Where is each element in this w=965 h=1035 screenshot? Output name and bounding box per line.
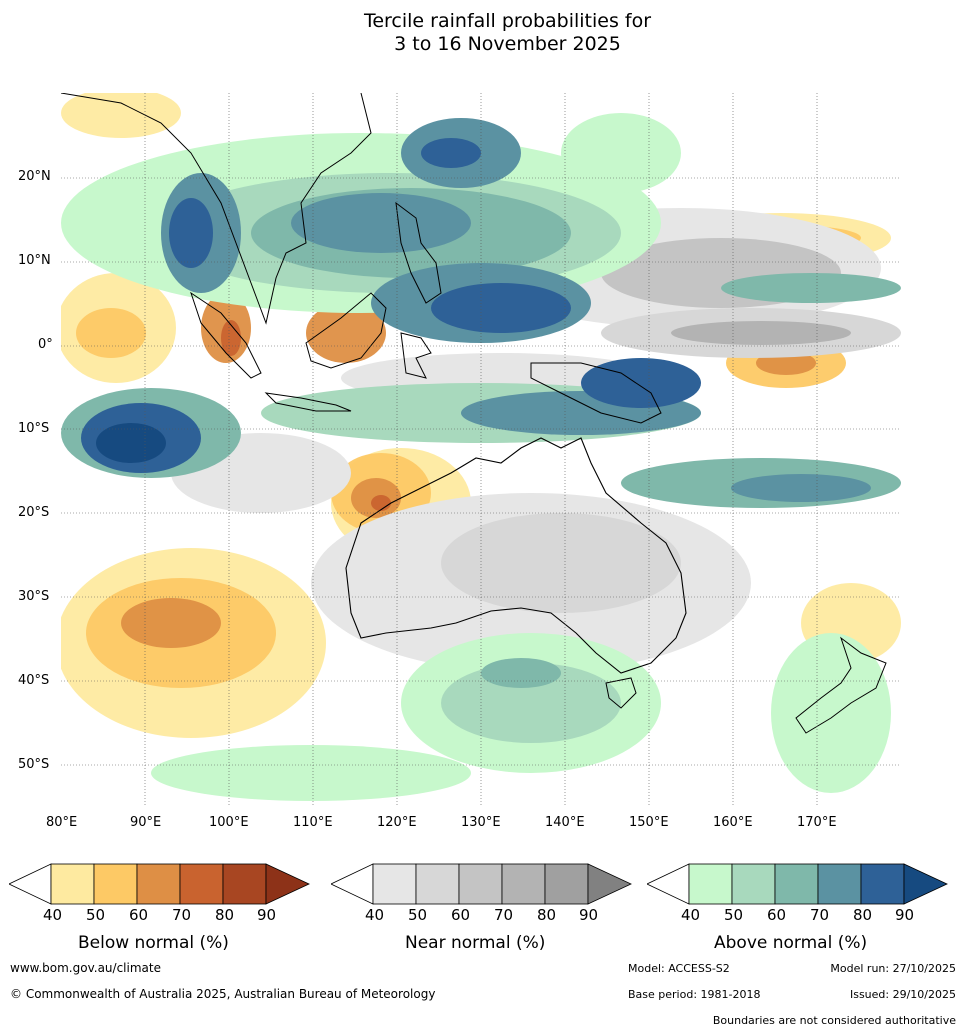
below-normal-title: Below normal (%) bbox=[78, 933, 229, 953]
lon-label-90e: 90°E bbox=[130, 815, 162, 830]
lat-label-10s: 10°S bbox=[18, 421, 50, 436]
above-tick-40: 40 bbox=[681, 906, 701, 924]
below-normal-colorbar bbox=[9, 863, 310, 905]
lat-label-30s: 30°S bbox=[18, 589, 50, 604]
colorbar-0-swatch-5 bbox=[222, 863, 267, 905]
colorbar-2-swatch-2 bbox=[731, 863, 776, 905]
australia-outline bbox=[345, 437, 687, 674]
colorbar-1-swatch-1 bbox=[372, 863, 417, 905]
colorbar-1-swatch-3 bbox=[458, 863, 503, 905]
lat-label-20n: 20°N bbox=[18, 169, 51, 184]
colorbar-1-swatch-2 bbox=[415, 863, 460, 905]
new-zealand-outline bbox=[795, 636, 887, 734]
colorbar-0-swatch-3 bbox=[136, 863, 181, 905]
near-normal-title: Near normal (%) bbox=[405, 933, 546, 953]
lat-label-40s: 40°S bbox=[18, 673, 50, 688]
above-tick-50: 50 bbox=[724, 906, 744, 924]
colorbar-1-swatch-4 bbox=[501, 863, 546, 905]
issued-text: Issued: 29/10/2025 bbox=[849, 988, 956, 1001]
lon-label-170e: 170°E bbox=[797, 815, 837, 830]
lat-label-10n: 10°N bbox=[18, 253, 51, 268]
lon-label-80e: 80°E bbox=[46, 815, 78, 830]
above-tick-60: 60 bbox=[767, 906, 787, 924]
above-normal-colorbar bbox=[647, 863, 948, 905]
title-line-2: 3 to 16 November 2025 bbox=[394, 33, 621, 55]
lon-label-150e: 150°E bbox=[629, 815, 669, 830]
colorbar-2-swatch-6 bbox=[903, 863, 948, 905]
near-tick-80: 80 bbox=[537, 906, 557, 924]
near-tick-70: 70 bbox=[494, 906, 514, 924]
near-tick-90: 90 bbox=[579, 906, 599, 924]
colorbar-2-swatch-5 bbox=[860, 863, 905, 905]
near-tick-50: 50 bbox=[408, 906, 428, 924]
below-tick-90: 90 bbox=[257, 906, 277, 924]
tasmania-outline bbox=[605, 677, 637, 709]
base-period-text: Base period: 1981-2018 bbox=[628, 988, 761, 1001]
above-tick-70: 70 bbox=[810, 906, 830, 924]
colorbar-0-swatch-2 bbox=[93, 863, 138, 905]
philippines-outline bbox=[395, 201, 442, 304]
model-text: Model: ACCESS-S2 bbox=[628, 962, 730, 975]
below-tick-50: 50 bbox=[86, 906, 106, 924]
colorbar-0-swatch-4 bbox=[179, 863, 224, 905]
java-outline bbox=[264, 392, 352, 412]
disclaimer-text: Boundaries are not considered authoritat… bbox=[712, 1014, 956, 1027]
below-tick-80: 80 bbox=[215, 906, 235, 924]
lon-label-160e: 160°E bbox=[713, 815, 753, 830]
lon-label-100e: 100°E bbox=[209, 815, 249, 830]
above-normal-title: Above normal (%) bbox=[714, 933, 868, 953]
website-link[interactable]: www.bom.gov.au/climate bbox=[10, 961, 161, 975]
lon-label-140e: 140°E bbox=[545, 815, 585, 830]
near-tick-60: 60 bbox=[451, 906, 471, 924]
above-tick-80: 80 bbox=[853, 906, 873, 924]
lon-label-130e: 130°E bbox=[461, 815, 501, 830]
colorbar-2-swatch-4 bbox=[817, 863, 862, 905]
colorbar-1-swatch-6 bbox=[587, 863, 632, 905]
new-guinea-outline bbox=[530, 362, 662, 424]
colorbar-0-swatch-6 bbox=[265, 863, 310, 905]
rainfall-probability-map bbox=[61, 93, 901, 806]
near-tick-40: 40 bbox=[365, 906, 385, 924]
lat-label-50s: 50°S bbox=[18, 757, 50, 772]
asia-mainland-outline bbox=[61, 93, 372, 325]
colorbar-0-swatch-1 bbox=[50, 863, 95, 905]
above-tick-90: 90 bbox=[895, 906, 915, 924]
colorbar-2-swatch-1 bbox=[688, 863, 733, 905]
sulawesi-outline bbox=[400, 332, 432, 379]
colorbar-2-swatch-0 bbox=[647, 863, 690, 905]
colorbar-0-swatch-0 bbox=[9, 863, 52, 905]
sumatra-outline bbox=[190, 291, 262, 379]
colorbar-2-swatch-3 bbox=[774, 863, 819, 905]
copyright-text: © Commonwealth of Australia 2025, Austra… bbox=[10, 987, 436, 1001]
lon-label-110e: 110°E bbox=[293, 815, 333, 830]
colorbar-1-swatch-0 bbox=[331, 863, 374, 905]
below-tick-60: 60 bbox=[129, 906, 149, 924]
map-title: Tercile rainfall probabilities for 3 to … bbox=[0, 10, 965, 56]
model-run-text: Model run: 27/10/2025 bbox=[830, 962, 956, 975]
near-normal-colorbar bbox=[331, 863, 632, 905]
colorbar-1-swatch-5 bbox=[544, 863, 589, 905]
below-tick-70: 70 bbox=[172, 906, 192, 924]
lat-label-0: 0° bbox=[38, 337, 53, 352]
map-grid bbox=[61, 93, 901, 806]
borneo-outline bbox=[305, 292, 387, 369]
lon-label-120e: 120°E bbox=[377, 815, 417, 830]
title-line-1: Tercile rainfall probabilities for bbox=[363, 10, 652, 32]
lat-label-20s: 20°S bbox=[18, 505, 50, 520]
below-tick-40: 40 bbox=[43, 906, 63, 924]
